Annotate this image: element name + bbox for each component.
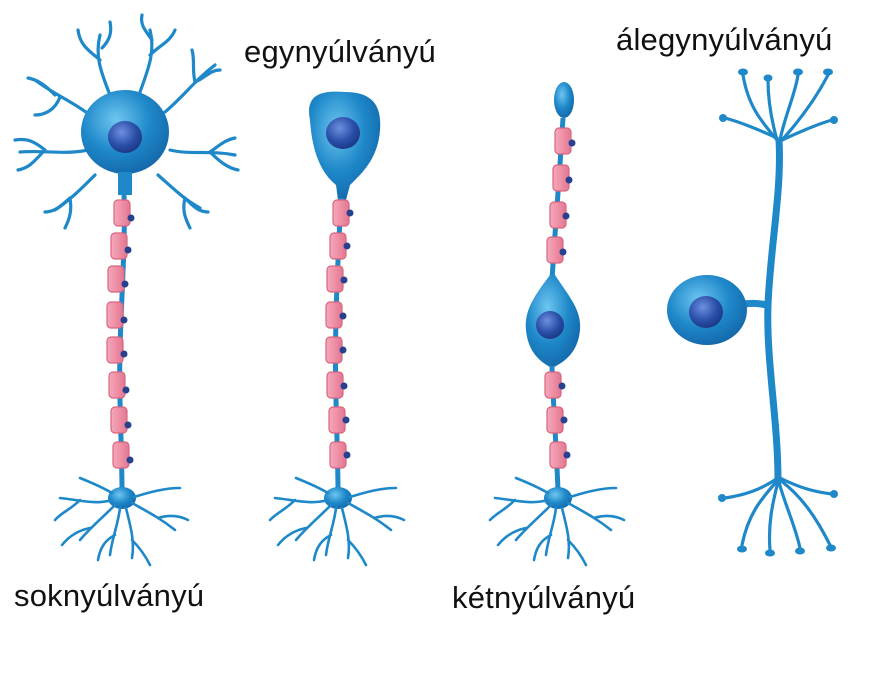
multipolar-nucleus <box>108 121 142 153</box>
pseudounipolar-nucleus <box>689 296 723 328</box>
unipolar-neuron <box>268 91 406 567</box>
bipolar-lower-myelin <box>544 371 567 469</box>
pseudounipolar-bottom-branches <box>723 476 834 552</box>
bipolar-neuron <box>488 82 626 567</box>
pseudounipolar-process <box>764 139 783 481</box>
unipolar-nodes <box>339 209 354 459</box>
label-unipolar: egynyúlványú <box>244 34 436 69</box>
unipolar-myelin <box>325 199 350 469</box>
pseudounipolar-neuron <box>667 68 838 557</box>
bipolar-lower-nodes <box>558 382 571 459</box>
pseudounipolar-top-branches <box>723 73 834 142</box>
multipolar-neuron <box>13 13 240 567</box>
bipolar-upper-nodes <box>559 139 576 256</box>
bipolar-terminals <box>488 476 626 567</box>
multipolar-nodes <box>120 214 135 464</box>
pseudounipolar-bottom-tips <box>718 490 838 557</box>
label-bipolar: kétnyúlványú <box>452 580 636 615</box>
label-pseudounipolar: álegynyúlványú <box>616 22 833 57</box>
unipolar-terminals <box>268 476 406 567</box>
multipolar-terminals <box>53 476 190 567</box>
multipolar-dendrites <box>13 13 240 230</box>
bipolar-nucleus <box>536 311 564 339</box>
label-multipolar: soknyúlványú <box>14 578 205 613</box>
bipolar-dendrite-tip <box>554 82 574 118</box>
pseudounipolar-top-tips <box>719 68 838 124</box>
multipolar-myelin <box>106 199 131 469</box>
unipolar-nucleus <box>326 117 360 149</box>
